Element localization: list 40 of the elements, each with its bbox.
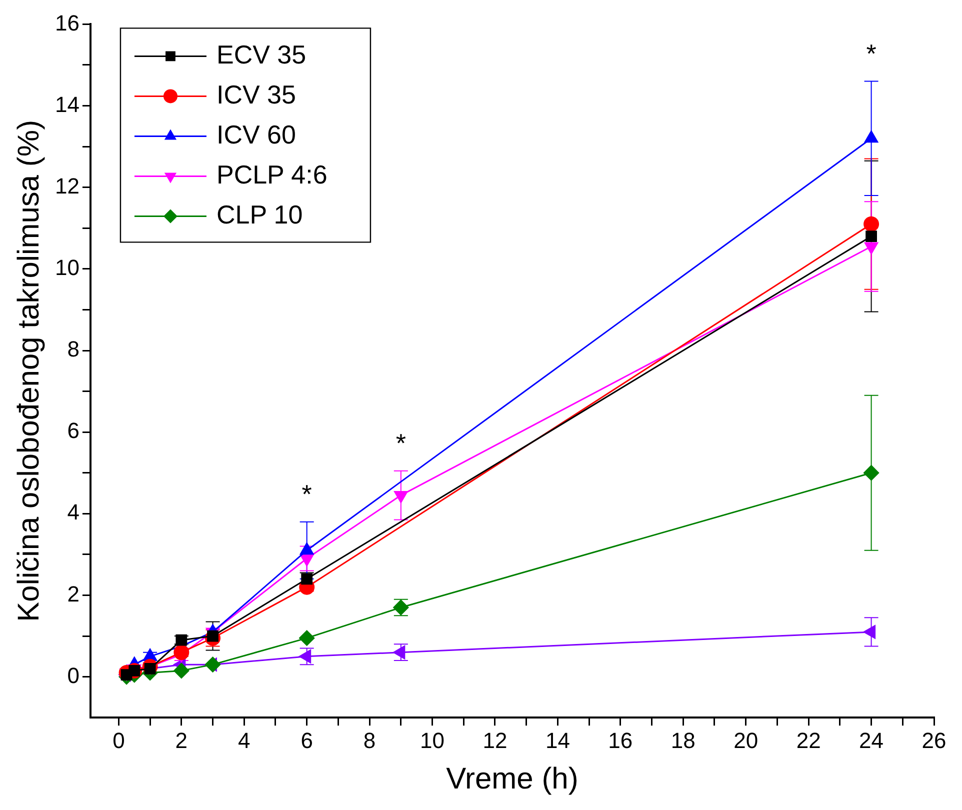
x-tick-label: 2 <box>175 728 188 753</box>
x-tick-label: 0 <box>112 728 125 753</box>
x-tick-label: 6 <box>300 728 313 753</box>
legend-label: CLP 10 <box>216 199 303 230</box>
x-tick-label: 18 <box>670 728 696 753</box>
y-tick-label: 10 <box>54 254 80 280</box>
y-tick-label: 0 <box>67 662 80 688</box>
x-tick-label: 10 <box>420 728 445 753</box>
y-tick-label: 12 <box>54 173 80 198</box>
point <box>864 216 880 232</box>
x-axis-title: Vreme (h) <box>446 762 578 796</box>
x-tick-label: 20 <box>734 728 758 753</box>
legend-label: PCLP 4:6 <box>216 159 328 190</box>
x-tick-label: 4 <box>238 728 250 753</box>
annotation: * <box>302 478 312 509</box>
point <box>174 662 190 678</box>
y-tick-label: 16 <box>54 10 80 36</box>
y-tick-label: 14 <box>54 92 80 117</box>
annotation: * <box>396 428 406 458</box>
legend-label: ICV 35 <box>216 79 296 110</box>
y-axis-title: Količina oslobođenog takrolimusa (%) <box>12 120 46 622</box>
x-tick-label: 8 <box>363 728 376 753</box>
legend-label: ECV 35 <box>216 39 306 70</box>
point <box>205 656 221 672</box>
annotation: * <box>866 38 876 68</box>
x-tick-label: 12 <box>482 728 508 753</box>
point <box>864 465 880 481</box>
point <box>299 630 315 646</box>
point <box>174 644 190 660</box>
x-tick-label: 14 <box>545 728 570 753</box>
point <box>866 230 877 242</box>
legend-label: ICV 60 <box>216 119 296 150</box>
x-tick-label: 16 <box>608 728 633 753</box>
x-tick-label: 26 <box>922 728 946 753</box>
x-tick-label: 22 <box>796 728 821 753</box>
x-tick-label: 24 <box>859 728 884 753</box>
y-tick-label: 8 <box>67 336 80 362</box>
y-tick-label: 4 <box>67 500 80 525</box>
y-tick-label: 6 <box>67 418 80 444</box>
y-tick-label: 2 <box>67 581 80 606</box>
